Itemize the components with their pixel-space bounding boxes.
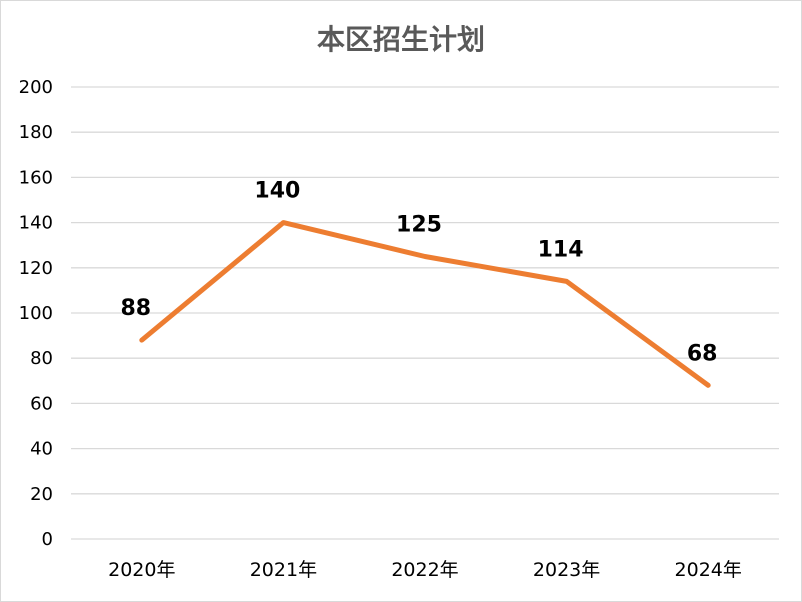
x-axis-ticks: 2020年 2021年 2022年 2023年 2024年 <box>108 559 742 581</box>
y-tick-label: 60 <box>30 393 53 414</box>
data-point <box>424 255 426 258</box>
x-tick-label: 2020年 <box>108 559 175 581</box>
x-tick-label: 2023年 <box>533 559 600 581</box>
y-tick-label: 40 <box>30 439 53 460</box>
y-axis-ticks: 0 20 40 60 80 100 120 140 160 180 200 <box>19 77 53 550</box>
x-tick-label: 2022年 <box>391 559 458 581</box>
data-label: 88 <box>120 296 151 321</box>
data-labels: 88 140 125 114 68 <box>120 179 717 367</box>
x-tick-label: 2021年 <box>250 559 317 581</box>
data-point <box>707 384 710 387</box>
y-tick-label: 100 <box>19 303 53 324</box>
y-tick-label: 200 <box>19 77 53 98</box>
y-tick-label: 180 <box>19 122 53 143</box>
series-layer <box>139 220 711 388</box>
y-tick-label: 160 <box>19 167 53 188</box>
y-tick-label: 140 <box>19 213 53 234</box>
y-tick-label: 0 <box>42 529 53 550</box>
data-label: 140 <box>254 179 300 204</box>
y-tick-label: 80 <box>30 348 53 369</box>
data-point <box>565 280 568 283</box>
data-label: 125 <box>396 213 442 238</box>
y-tick-label: 20 <box>30 484 53 505</box>
data-point <box>140 339 143 342</box>
grid-lines <box>71 86 779 540</box>
y-tick-label: 120 <box>19 258 53 279</box>
chart-title: 本区招生计划 <box>317 23 485 56</box>
data-label: 114 <box>538 237 584 262</box>
data-label: 68 <box>687 341 718 366</box>
series-line <box>139 220 711 388</box>
data-point <box>282 221 285 224</box>
x-tick-label: 2024年 <box>675 559 742 581</box>
